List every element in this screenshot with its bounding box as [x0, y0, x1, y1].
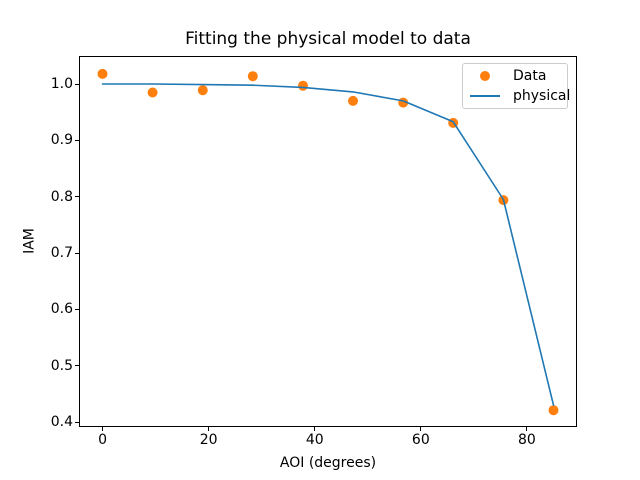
x-axis-label: AOI (degrees): [279, 455, 377, 471]
x-tick-mark: [314, 427, 316, 431]
x-tick-mark: [102, 427, 104, 431]
x-tick-label: 40: [305, 432, 324, 448]
data-point: [197, 85, 208, 96]
y-tick-mark: [75, 196, 79, 198]
y-tick-label: 0.8: [50, 188, 73, 205]
y-tick-mark: [75, 308, 79, 310]
x-tick-mark: [526, 427, 528, 431]
x-tick-label: 60: [411, 432, 430, 448]
legend-label: physical: [513, 88, 571, 104]
y-tick-label: 0.7: [50, 245, 73, 262]
data-point: [298, 80, 308, 91]
legend-entry-data: Data: [470, 66, 561, 86]
x-tick-label: 20: [199, 432, 218, 448]
y-tick-mark: [75, 365, 79, 367]
y-tick-label: 0.5: [50, 357, 73, 374]
y-tick-label: 0.4: [50, 414, 73, 431]
data-point: [348, 95, 358, 106]
legend-line-swatch: [470, 95, 500, 97]
y-tick-mark: [75, 139, 79, 141]
legend: Data physical: [462, 63, 570, 109]
y-tick-mark: [75, 83, 79, 85]
y-tick-label: 0.9: [50, 132, 73, 149]
legend-label: Data: [513, 68, 547, 84]
x-tick-label: 80: [518, 432, 536, 448]
data-point: [548, 405, 559, 416]
data-point: [147, 87, 158, 98]
chart-title: Fitting the physical model to data: [185, 29, 471, 49]
y-tick-mark: [75, 421, 79, 423]
data-point: [247, 71, 258, 82]
plot-canvas: [97, 68, 559, 416]
legend-line-icon: [470, 95, 500, 97]
legend-marker-icon: [470, 71, 500, 81]
plot-area: [79, 56, 577, 427]
legend-entry-physical: physical: [470, 86, 570, 106]
x-tick-mark: [420, 427, 422, 431]
physical-line: [101, 83, 555, 407]
y-tick-label: 1.0: [50, 76, 73, 93]
y-tick-label: 0.6: [50, 301, 73, 318]
x-tick-label: 0: [98, 432, 107, 448]
data-point: [97, 68, 108, 79]
y-tick-mark: [75, 252, 79, 254]
legend-dot-swatch: [480, 71, 490, 81]
x-tick-mark: [208, 427, 210, 431]
